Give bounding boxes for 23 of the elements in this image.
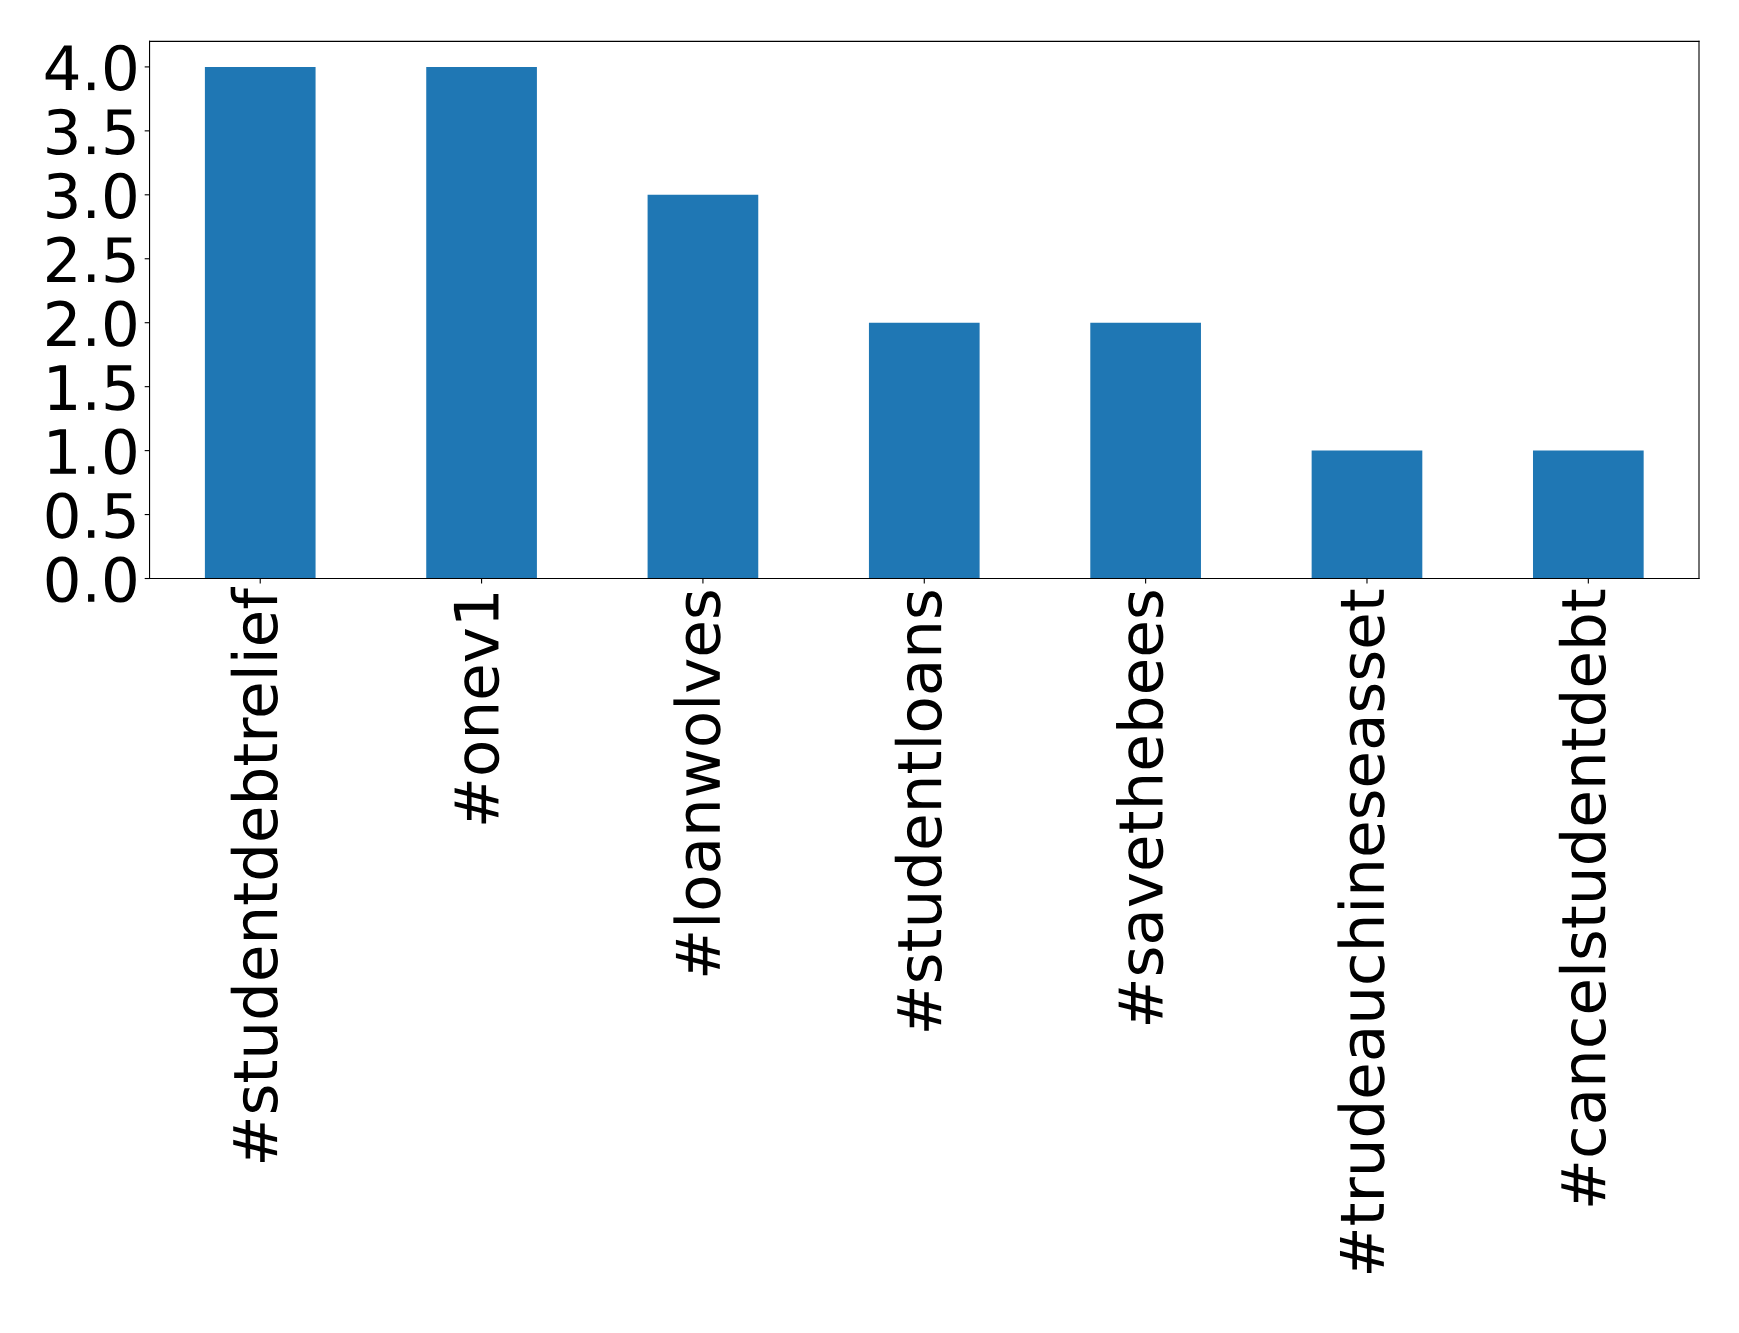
bar xyxy=(1311,450,1423,579)
x-tick-label: #studentdebtrelief xyxy=(230,587,278,1162)
y-tick-label: 3.5 xyxy=(47,108,135,155)
x-tick-label: #studentloans xyxy=(894,591,943,1031)
bar xyxy=(868,322,980,579)
y-tick-label: 2.0 xyxy=(47,300,136,347)
y-tick-label: 0.0 xyxy=(46,556,136,603)
bar xyxy=(1532,450,1644,579)
y-tick-label: 0.5 xyxy=(46,492,135,539)
x-tick-label: #onev1 xyxy=(453,593,500,824)
y-tick-label: 4.0 xyxy=(45,44,136,91)
bar xyxy=(647,194,759,579)
x-tick-label: #savethebees xyxy=(1116,591,1164,1024)
y-tick-label: 2.5 xyxy=(47,236,135,283)
y-tick-label: 1.5 xyxy=(49,365,135,411)
bar xyxy=(426,66,537,579)
y-tick-label: 1.0 xyxy=(49,428,136,475)
bar xyxy=(1090,322,1201,579)
x-tick-label: #trudeauchineseasset xyxy=(1337,589,1385,1273)
x-tick-label: #loanwolves xyxy=(673,591,721,976)
x-tick-label: #cancelstudentdebt xyxy=(1558,589,1607,1206)
y-tick-label: 3.0 xyxy=(47,172,136,219)
bar xyxy=(204,66,316,579)
